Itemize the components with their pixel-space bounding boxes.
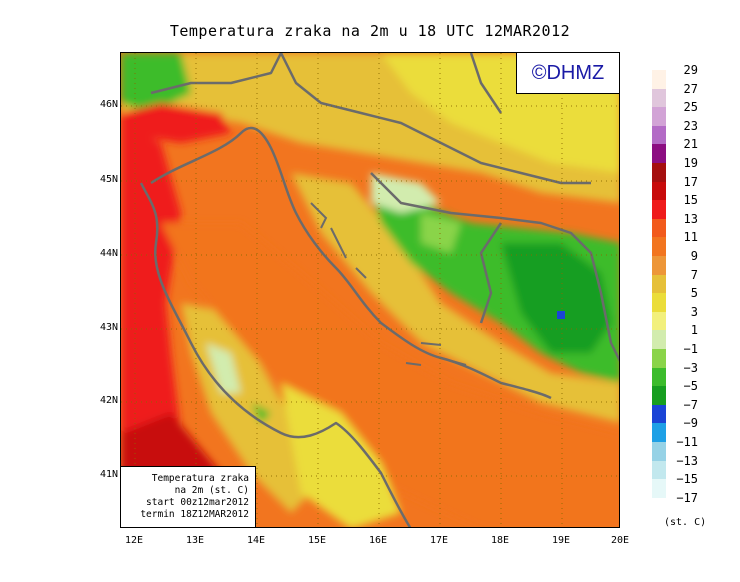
legend-color-swatch	[652, 88, 666, 108]
legend-color-swatch	[652, 442, 666, 462]
legend-color-swatch	[652, 404, 666, 424]
legend-color-swatch	[652, 144, 666, 164]
info-line-3: start 00z12mar2012	[146, 497, 249, 508]
zone-nw-red	[121, 103, 231, 143]
legend-level-label: 1	[690, 323, 698, 338]
lat-label-46n: 46N	[99, 99, 118, 110]
legend-level-label: −11	[676, 435, 698, 449]
legend-level-label: 13	[683, 211, 698, 226]
croatia-north-border	[279, 53, 591, 185]
legend-level-label: 23	[683, 118, 698, 133]
legend-level-label: 15	[683, 193, 698, 208]
legend-color-swatch	[652, 200, 666, 220]
legend-unit: (st. C)	[664, 517, 707, 528]
legend-color-swatch	[652, 107, 666, 127]
legend-level-label: 17	[683, 174, 698, 189]
legend-level-label: −9	[683, 416, 698, 431]
info-line-4: termin 18Z12MAR2012	[140, 509, 249, 520]
map-title: Temperatura zraka na 2m u 18 UTC 12MAR20…	[169, 22, 571, 40]
zone-bosnia-darkgreen	[501, 243, 611, 353]
hungary-border	[469, 53, 503, 114]
lon-label-14e: 14E	[246, 535, 266, 546]
island-hvar	[405, 362, 422, 366]
legend-color-swatch	[652, 349, 666, 369]
legend-color-swatch	[652, 367, 666, 387]
island-pag	[355, 267, 367, 279]
legend-color-swatch	[652, 70, 666, 90]
lon-label-12e: 12E	[124, 535, 144, 546]
legend-color-swatch	[652, 311, 666, 331]
west-adriatic-coastline	[139, 182, 412, 527]
legend-level-label: 3	[690, 304, 698, 319]
lon-label-18e: 18E	[490, 535, 510, 546]
island-brac	[420, 342, 442, 346]
legend-color-swatch	[652, 125, 666, 145]
info-box: Temperatura zraka na 2m (st. C) start 00…	[120, 466, 256, 528]
temperature-field-svg	[121, 53, 619, 527]
lat-label-44n: 44N	[99, 248, 118, 259]
legend-level-label: 9	[690, 249, 698, 263]
legend-level-label: 25	[683, 100, 698, 115]
zone-adriatic-orange	[161, 223, 619, 527]
lat-label-43n: 43N	[99, 322, 118, 333]
legend-color-swatch	[652, 386, 666, 406]
legend-color-swatch	[652, 479, 666, 499]
legend-level-label: 11	[683, 230, 698, 245]
info-line-2: na 2m (st. C)	[174, 485, 249, 496]
legend-level-label: 19	[683, 156, 698, 170]
zone-gargano-yellow	[281, 383, 401, 527]
lat-label-45n: 45N	[99, 174, 118, 185]
temperature-map	[120, 52, 620, 528]
legend-color-swatch	[652, 274, 666, 294]
cold-spot-marker	[557, 311, 565, 319]
dhmz-copyright-badge: ©DHMZ	[516, 52, 620, 94]
lon-label-13e: 13E	[185, 535, 205, 546]
latlon-grid	[121, 53, 619, 527]
legend-level-label: 27	[683, 81, 698, 96]
zone-apennine-light	[206, 343, 241, 393]
legend-color-swatch	[652, 181, 666, 201]
lon-label-19e: 19E	[551, 535, 571, 546]
italy-austria-border	[150, 53, 283, 95]
legend-level-label: 5	[690, 286, 698, 301]
legend-level-label: 7	[690, 267, 698, 282]
island-cres	[330, 227, 347, 259]
legend-color-swatch	[652, 460, 666, 480]
island-layer	[310, 202, 467, 366]
legend-color-swatch	[652, 163, 666, 183]
legend-level-label: −7	[683, 397, 698, 412]
coastline-layer	[139, 53, 619, 527]
legend-level-label: −17	[676, 490, 698, 505]
legend-level-label: −1	[683, 342, 698, 356]
legend-color-swatch	[652, 256, 666, 276]
lon-label-16e: 16E	[368, 535, 388, 546]
legend-color-swatch	[652, 293, 666, 313]
zone-pale-green	[371, 173, 441, 213]
legend-color-swatch	[652, 218, 666, 238]
bosnia-border	[370, 172, 619, 362]
lat-label-42n: 42N	[99, 395, 118, 406]
legend-level-label: 21	[683, 137, 698, 152]
lon-label-15e: 15E	[307, 535, 327, 546]
zone-coast-yellow	[291, 173, 619, 423]
lat-label-41n: 41N	[99, 469, 118, 480]
zone-bosnia-lightgreen	[421, 213, 461, 253]
legend-level-label: 29	[683, 63, 698, 77]
lon-label-20e: 20E	[610, 535, 630, 546]
legend-color-swatch	[652, 330, 666, 350]
zone-apennine-green	[251, 403, 271, 423]
east-adriatic-coastline	[150, 126, 552, 400]
island-krk	[310, 202, 328, 229]
lon-label-17e: 17E	[429, 535, 449, 546]
legend-level-label: −13	[676, 453, 698, 468]
croatia-bosnia-border	[479, 222, 503, 324]
legend-level-label: −5	[683, 379, 698, 394]
legend-level-label: −3	[683, 360, 698, 375]
legend-level-label: −15	[676, 472, 698, 487]
island-korcula	[440, 357, 467, 366]
legend-color-swatch	[652, 237, 666, 257]
info-line-1: Temperatura zraka	[151, 473, 249, 484]
legend-color-swatch	[652, 423, 666, 443]
zone-nw-green	[121, 53, 191, 113]
